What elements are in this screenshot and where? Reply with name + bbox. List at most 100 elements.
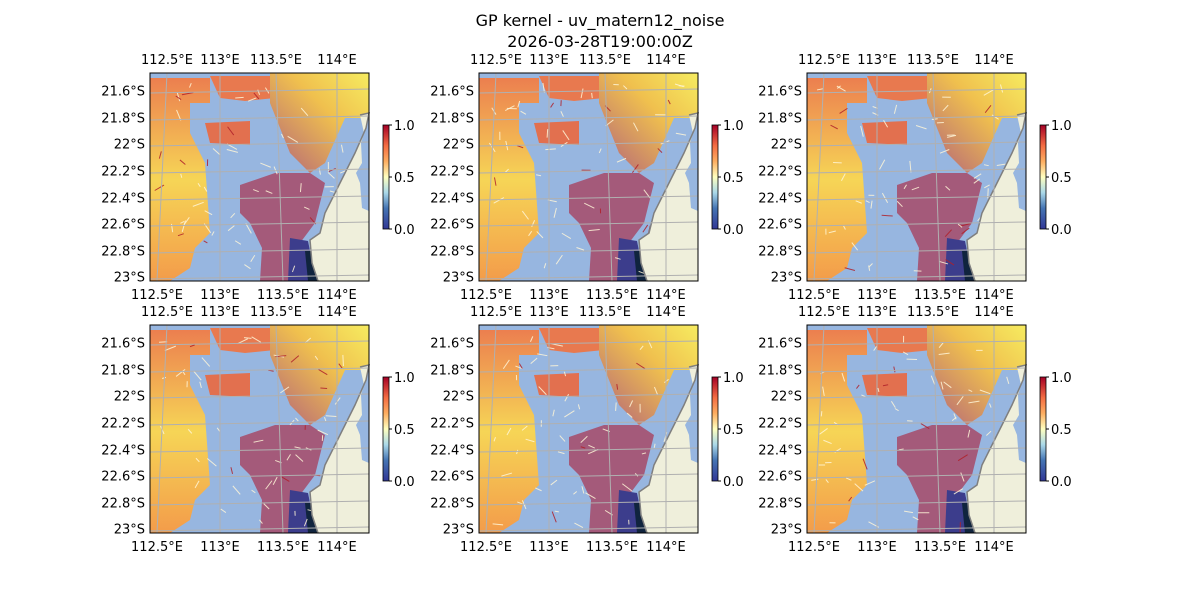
vector-arrow: [615, 402, 617, 411]
lat-tick-label: 21.6°S: [758, 85, 802, 100]
lat-tick-label: 22.4°S: [758, 192, 802, 207]
vector-arrow: [898, 448, 904, 451]
vector-arrow: [856, 384, 860, 389]
field-west: [807, 78, 867, 281]
vector-arrow: [855, 200, 862, 204]
vector-arrow: [550, 479, 558, 486]
vector-arrow: [591, 92, 593, 99]
lat-tick-label: 22.6°S: [101, 218, 145, 233]
vector-arrow: [585, 492, 596, 499]
gridline-lat: [806, 141, 1027, 147]
colorbar-tick-label: 1.0: [723, 119, 744, 134]
colorbar-tick-label: 0.5: [1051, 423, 1072, 438]
vector-arrow: [291, 265, 296, 273]
coastline: [966, 364, 1027, 534]
vector-arrow: [338, 363, 343, 369]
vector-arrow: [961, 227, 970, 235]
lon-tick-label-bottom: 113°E: [857, 540, 897, 555]
vector-arrow: [559, 435, 566, 442]
lat-tick-label: 22.6°S: [430, 470, 474, 485]
vector-arrow: [561, 232, 572, 239]
vector-arrow: [938, 352, 950, 355]
gridline-lat: [806, 221, 1027, 227]
vector-arrow: [938, 341, 945, 348]
lon-tick-label-bottom: 112.5°E: [131, 288, 183, 303]
field-central: [240, 425, 325, 533]
vector-arrow: [552, 409, 555, 417]
gridline-lat: [149, 526, 370, 532]
gridline-lat: [149, 168, 370, 174]
lat-tick-label: 22.8°S: [101, 497, 145, 512]
vector-arrow: [943, 381, 952, 389]
vector-arrow: [206, 458, 217, 467]
lon-tick-label-bottom: 113.5°E: [586, 288, 638, 303]
gridline-lon: [156, 72, 168, 282]
lon-tick-label-top: 113°E: [200, 305, 240, 320]
gridline-lat: [149, 420, 370, 426]
lat-tick-label: 22°S: [771, 390, 802, 405]
vector-arrow: [299, 183, 302, 193]
vector-arrow: [290, 355, 300, 363]
lat-tick-label: 21.6°S: [758, 337, 802, 352]
lon-tick-label-bottom: 114°E: [646, 288, 686, 303]
vector-arrow: [557, 451, 565, 455]
axes-frame: [149, 72, 370, 282]
gridline-lat: [478, 526, 699, 532]
vector-arrow: [588, 444, 595, 449]
vector-arrow: [250, 254, 256, 262]
vector-arrow: [811, 478, 819, 481]
gridline-lat: [806, 500, 1027, 506]
vector-arrow: [280, 386, 290, 394]
vector-arrow: [967, 429, 971, 438]
vector-arrow: [220, 508, 227, 513]
panel-5: 21.6°S 21.8°S 22°S 22.2°S 22.4°S 22.6°S 22.8°S…: [430, 305, 743, 555]
vector-arrow: [939, 260, 949, 265]
vector-arrow: [158, 151, 162, 159]
vector-arrow: [959, 223, 971, 227]
vector-arrow: [193, 371, 202, 381]
vector-arrow: [930, 375, 936, 385]
vector-arrow: [881, 214, 893, 217]
coastline: [966, 112, 1027, 282]
coastline: [309, 112, 370, 282]
lon-tick-label-top: 112.5°E: [470, 53, 522, 68]
gridline-lat: [149, 141, 370, 147]
gridline-lat: [478, 274, 699, 280]
vector-arrow: [870, 200, 873, 209]
vector-arrow: [303, 518, 308, 527]
vector-arrow: [553, 207, 557, 218]
colorbar-tick-label: 0.0: [1051, 475, 1072, 490]
lon-tick-label-top: 112.5°E: [798, 305, 850, 320]
gridline-lon: [156, 324, 168, 534]
field-mid: [205, 121, 250, 145]
lon-tick-label-top: 113.5°E: [907, 53, 959, 68]
vector-arrow: [616, 383, 619, 390]
vector-arrow: [195, 457, 200, 463]
lat-tick-label: 22.4°S: [430, 444, 474, 459]
gridline-lat: [478, 367, 699, 373]
vector-arrow: [841, 372, 846, 382]
vector-arrow: [830, 124, 838, 130]
lon-tick-label-top: 113.5°E: [907, 305, 959, 320]
vector-arrow: [580, 435, 588, 443]
vector-arrow: [538, 386, 547, 396]
vector-arrow: [573, 491, 578, 495]
lon-tick-label-top: 114°E: [646, 53, 686, 68]
lat-tick-label: 22.6°S: [758, 218, 802, 233]
lat-tick-label: 22.2°S: [430, 417, 474, 432]
vector-arrow: [501, 472, 513, 477]
lat-tick-label: 21.8°S: [430, 112, 474, 127]
colorbar-tick-label: 0.5: [723, 171, 744, 186]
field-central: [897, 173, 982, 281]
vector-arrow: [251, 489, 256, 494]
vector-arrow: [580, 446, 586, 449]
vector-arrow: [204, 210, 213, 216]
vector-arrow: [843, 225, 846, 230]
field-north: [210, 76, 275, 101]
vector-arrow: [327, 172, 335, 179]
gridline-lat: [149, 221, 370, 227]
vector-arrow: [968, 389, 973, 393]
vector-arrow: [983, 88, 995, 96]
vector-arrow: [303, 206, 310, 210]
colorbar: 1.0 0.5 0.0: [382, 119, 415, 238]
